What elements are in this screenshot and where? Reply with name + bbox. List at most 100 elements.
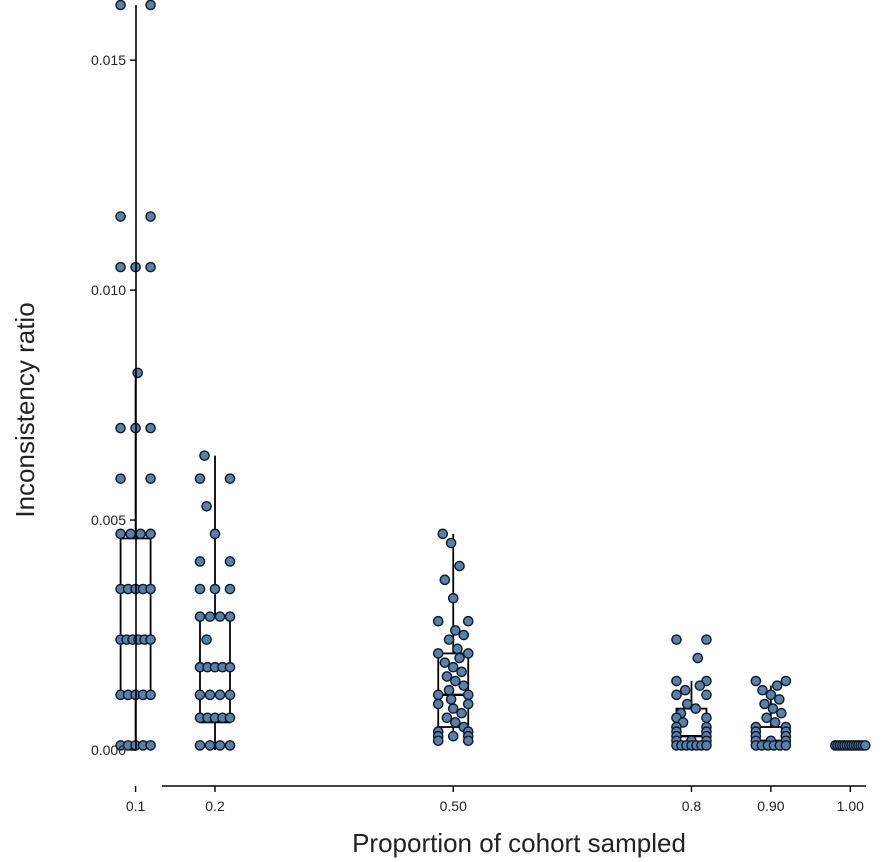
x-tick-label: 1.00 (837, 798, 864, 814)
data-point (115, 422, 126, 434)
data-point (767, 703, 779, 714)
data-point (692, 652, 704, 664)
data-point (145, 689, 156, 701)
data-point (224, 661, 236, 673)
data-point (214, 740, 226, 751)
data-point (145, 740, 156, 751)
data-point (458, 680, 470, 691)
data-point (194, 473, 206, 484)
data-point (204, 689, 216, 701)
data-point (201, 634, 212, 645)
data-point (214, 689, 226, 701)
data-point (224, 583, 236, 595)
data-point (452, 643, 463, 655)
data-point (194, 556, 206, 567)
data-point (450, 717, 461, 728)
data-point (115, 261, 126, 273)
data-point (204, 611, 216, 622)
data-point (115, 473, 126, 484)
data-point (780, 675, 792, 687)
data-point (462, 689, 474, 701)
data-point (145, 422, 156, 434)
data-point (671, 675, 682, 687)
data-point (194, 583, 206, 595)
data-point (701, 740, 712, 751)
data-point (694, 680, 706, 691)
data-point (701, 712, 712, 724)
data-point (209, 528, 221, 540)
x-tick-label: 0.90 (757, 798, 784, 814)
data-point (462, 648, 474, 659)
data-point (450, 625, 461, 636)
data-point (671, 689, 682, 701)
data-point (441, 712, 453, 724)
data-point (859, 740, 871, 751)
data-point (209, 583, 221, 595)
data-point (145, 261, 156, 273)
data-point (145, 583, 156, 595)
data-point (701, 634, 712, 645)
data-point (750, 675, 762, 687)
data-point (115, 211, 126, 222)
data-point (679, 684, 691, 696)
data-point (776, 707, 787, 719)
data-point (224, 556, 236, 567)
data-point (454, 652, 465, 664)
data-point (681, 698, 693, 710)
data-point (437, 528, 449, 540)
data-point (214, 611, 226, 622)
data-point (765, 689, 777, 701)
x-tick-label: 0.8 (682, 798, 702, 814)
data-point (462, 615, 474, 627)
axes: 0.000 0.005 0.010 0.015 0.1 0.2 0.50 0.8 0.90 1.0… (91, 5, 866, 814)
data-point (690, 703, 701, 714)
data-point (443, 684, 455, 696)
data-point (224, 611, 236, 622)
data-point (224, 712, 236, 724)
data-point (456, 666, 467, 678)
data-point (135, 528, 146, 540)
data-point (445, 537, 457, 549)
x-tick-label: 0.50 (440, 798, 467, 814)
data-point (432, 698, 444, 710)
data-point (671, 634, 682, 645)
data-point (456, 707, 467, 719)
x-axis-title: Proportion of cohort sampled (352, 828, 686, 858)
data-point (458, 629, 470, 641)
data-point (224, 473, 236, 484)
data-point (145, 211, 156, 222)
x-tick-label: 0.2 (205, 798, 225, 814)
y-tick-label: 0.010 (91, 282, 126, 298)
data-point (145, 634, 156, 645)
data-point (115, 0, 126, 11)
data-point (447, 661, 459, 673)
data-point (132, 367, 143, 379)
data-point (224, 689, 236, 701)
x-tick-label: 0.1 (126, 798, 146, 814)
data-point (432, 689, 444, 701)
data-point (201, 500, 212, 512)
plot-area (115, 0, 871, 751)
data-point (194, 740, 206, 751)
data-point (701, 689, 712, 701)
data-point (454, 560, 465, 572)
data-point (447, 730, 459, 742)
y-tick-label: 0.005 (91, 512, 126, 528)
data-point (145, 0, 156, 11)
data-point (757, 684, 768, 696)
group-1 (194, 450, 236, 751)
data-point (773, 694, 785, 705)
data-point (439, 657, 451, 668)
data-point (194, 689, 206, 701)
data-point (204, 740, 216, 751)
data-point (445, 694, 457, 705)
data-point (771, 680, 783, 691)
group-2 (432, 528, 474, 747)
group-5 (829, 740, 871, 751)
data-point (447, 592, 459, 604)
group-3 (671, 634, 712, 751)
data-point (432, 735, 444, 747)
y-axis-title: Inconsistency ratio (10, 302, 40, 517)
data-point (125, 528, 136, 540)
